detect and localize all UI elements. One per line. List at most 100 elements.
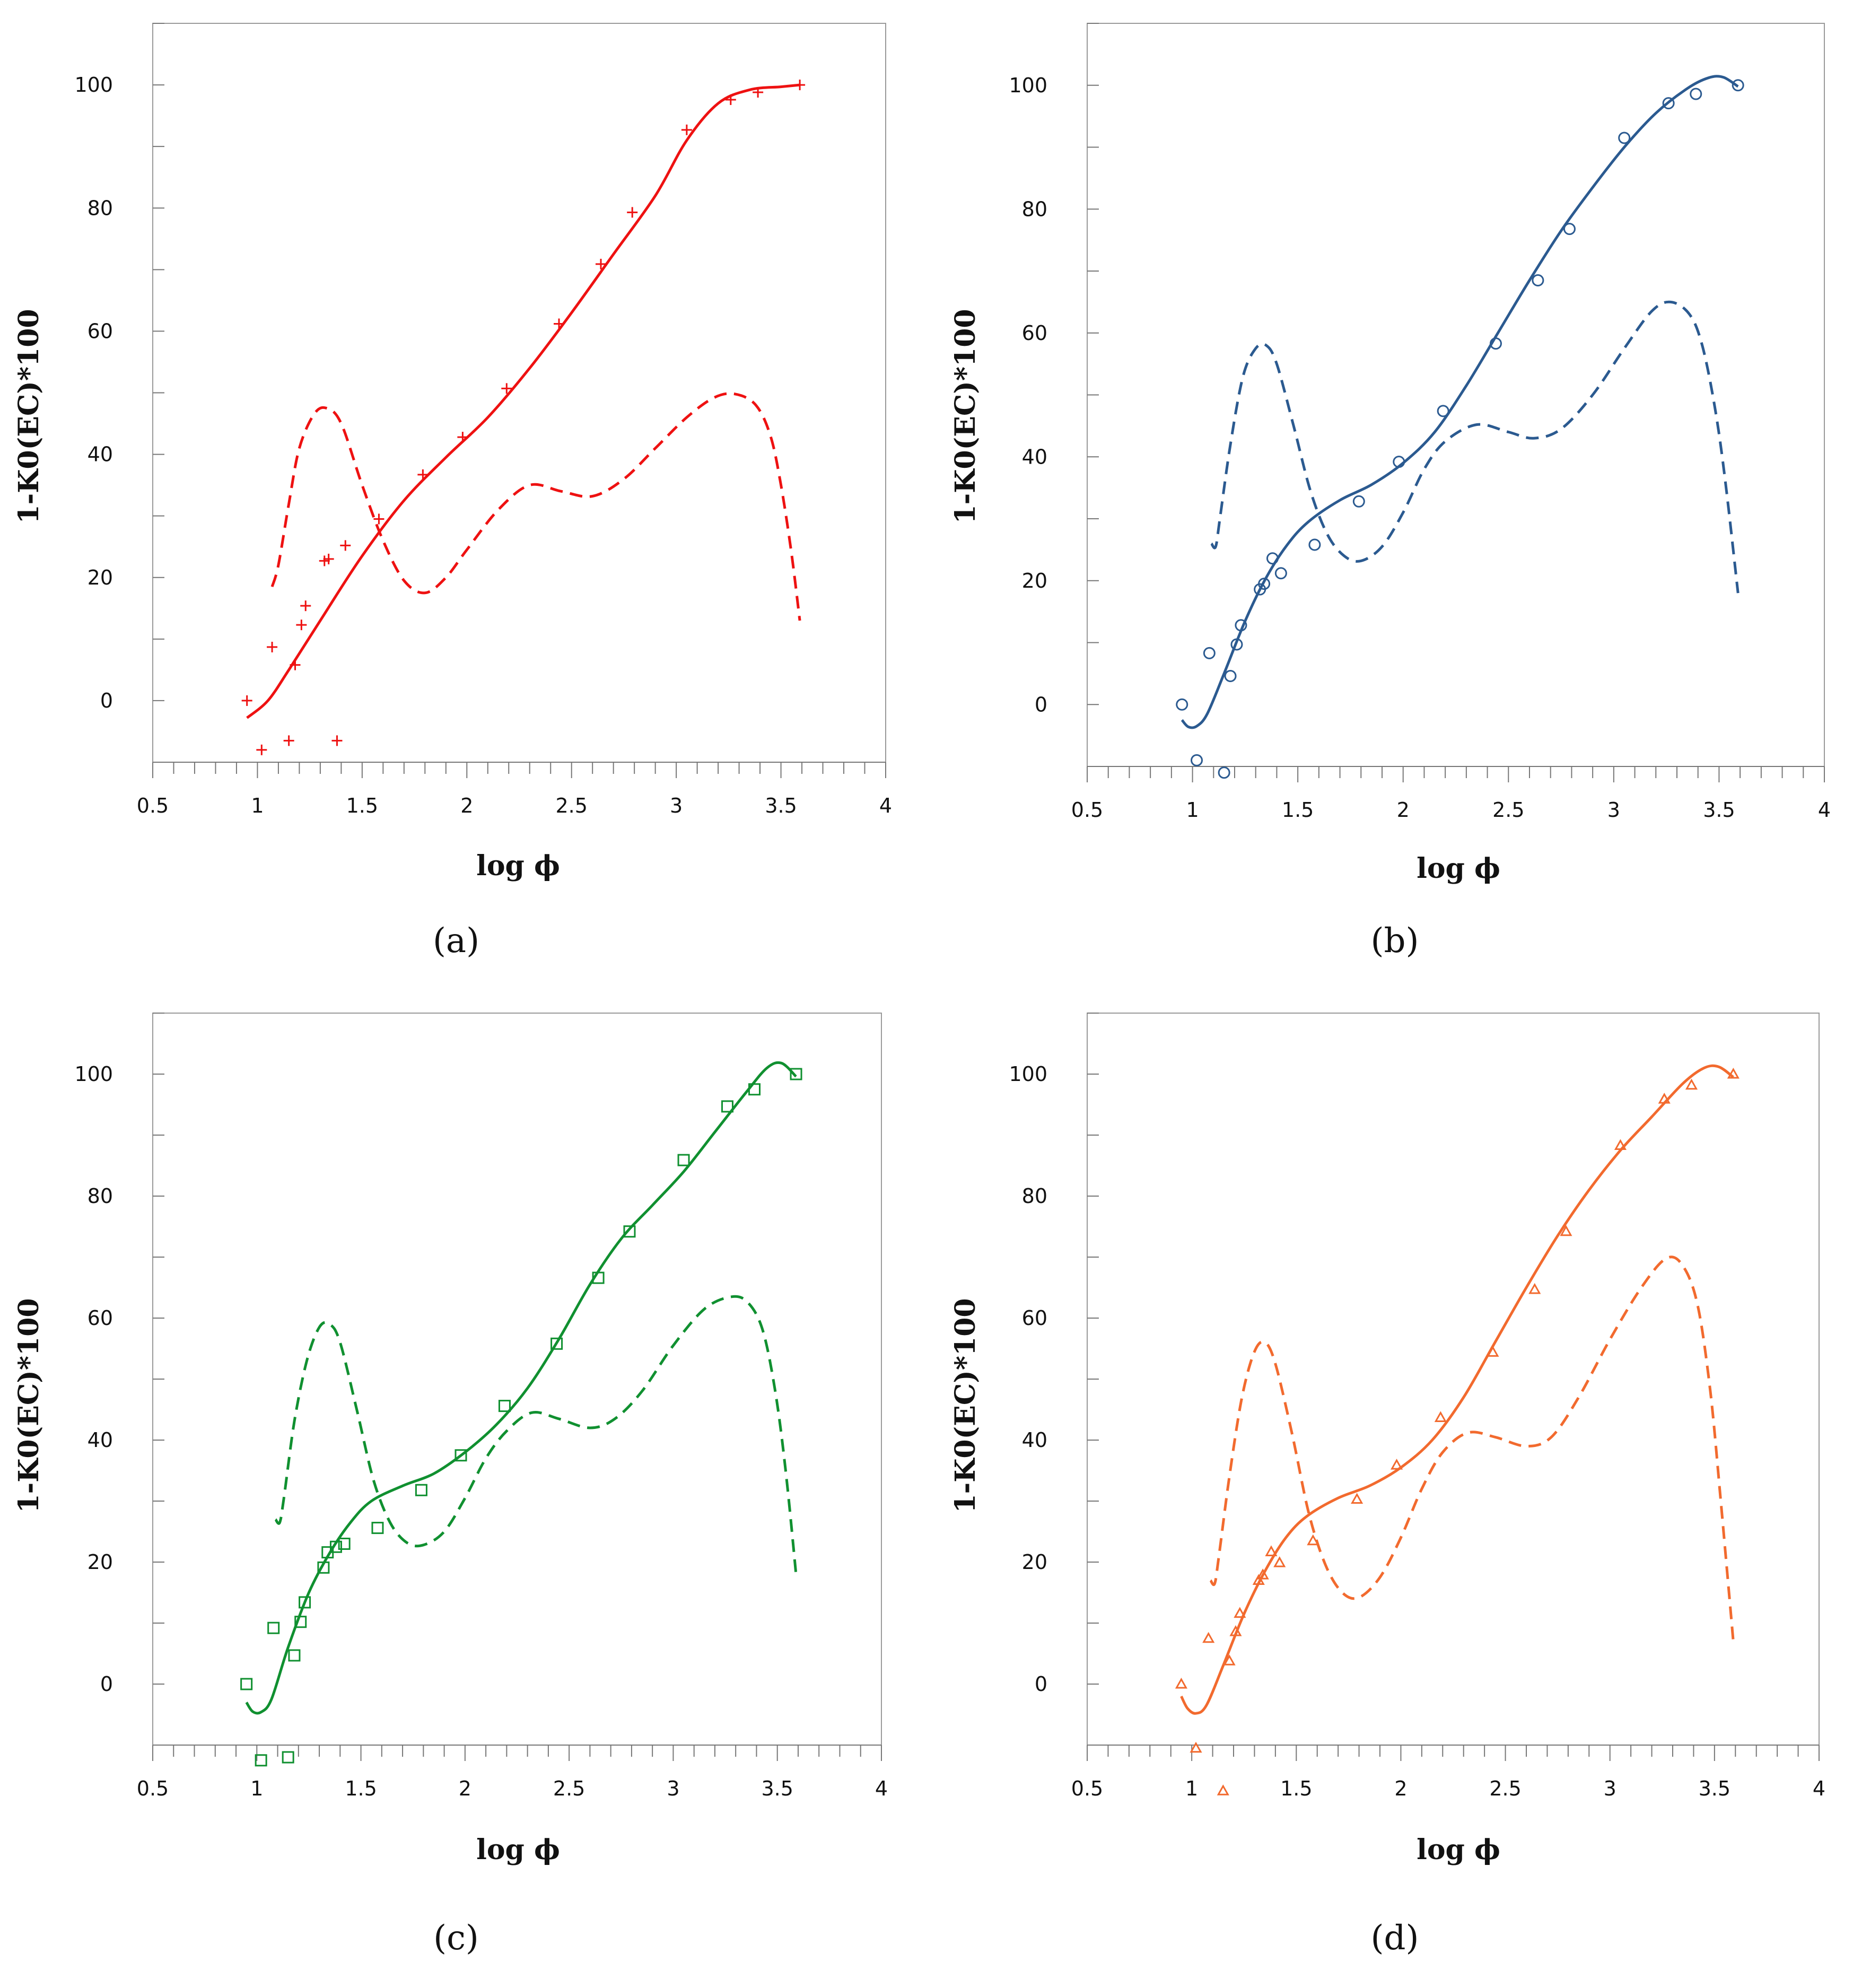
x-axis-title: log ϕ	[476, 850, 560, 882]
x-tick-label: 2	[1394, 1777, 1407, 1800]
data-point	[294, 1616, 307, 1628]
data-point	[1390, 1459, 1403, 1470]
data-point	[1273, 1556, 1286, 1567]
data-point	[1563, 223, 1576, 236]
data-point	[721, 1100, 733, 1113]
data-point	[371, 1522, 384, 1534]
x-tick-label: 0.5	[137, 794, 169, 817]
derivative-curve	[1209, 1255, 1735, 1642]
x-tick-label: 2	[459, 1777, 471, 1800]
data-point	[1727, 1067, 1740, 1079]
y-tick-label: 20	[88, 566, 113, 589]
y-tick-label: 60	[88, 1306, 113, 1330]
y-axis-title: 1-K0(EC)*100	[949, 1298, 982, 1513]
data-point	[1690, 88, 1702, 100]
data-point	[1175, 1677, 1187, 1689]
data-point	[1560, 1225, 1572, 1236]
data-point	[300, 600, 311, 612]
fit-curve	[245, 1061, 797, 1715]
chart-panel-b: 1-K0(EC)*100 log ϕ (b) 0.5 1 1.5 2 2.5 3 3.5 40…	[949, 23, 1831, 961]
data-point	[1235, 619, 1247, 632]
x-tick-label: 3.5	[1699, 1777, 1730, 1800]
data-point	[681, 124, 692, 135]
data-point	[1202, 1632, 1215, 1643]
y-tick-label: 40	[88, 443, 113, 466]
data-point	[1223, 1654, 1236, 1666]
data-point	[1618, 132, 1631, 144]
panel-label: (c)	[433, 1919, 479, 1958]
fit-curve	[1181, 75, 1739, 729]
data-point	[677, 1154, 690, 1166]
data-point	[1393, 456, 1405, 468]
data-point	[1217, 1784, 1229, 1795]
data-point	[501, 383, 512, 394]
y-tick-label: 40	[1022, 1428, 1047, 1452]
y-tick-label: 60	[1022, 321, 1047, 345]
data-point	[1266, 552, 1279, 565]
data-point	[1614, 1139, 1627, 1150]
x-tick-label: 0.5	[1071, 1777, 1103, 1800]
data-point	[623, 1225, 636, 1238]
x-tick-label: 1	[1185, 1777, 1198, 1800]
y-tick-label: 20	[88, 1550, 113, 1574]
data-point	[550, 1337, 563, 1350]
y-tick-label: 0	[100, 1672, 113, 1696]
plot-frame	[1087, 1013, 1820, 1746]
data-point	[1265, 1545, 1278, 1556]
x-tick-label: 0.5	[1071, 798, 1103, 822]
data-point	[794, 80, 806, 91]
panel-label: (b)	[1371, 921, 1419, 961]
data-point	[1230, 638, 1243, 651]
data-point	[1176, 698, 1188, 711]
data-point	[1191, 754, 1203, 766]
data-point	[255, 1754, 267, 1767]
data-point	[1256, 1568, 1269, 1580]
y-tick-label: 80	[1022, 1184, 1047, 1208]
x-axis-title: log ϕ	[1417, 1834, 1500, 1866]
derivative-curve	[270, 392, 801, 621]
chart-panel-d: 1-K0(EC)*100 log ϕ (d) 0.5 1 1.5 2 2.5 3 3.5 40…	[949, 1013, 1825, 1958]
derivative-curve	[274, 1295, 798, 1575]
y-axis-title: 1-K0(EC)*100	[13, 309, 45, 524]
y-tick-label: 40	[1022, 445, 1047, 468]
x-tick-label: 1	[251, 794, 264, 817]
data-point	[1274, 567, 1287, 580]
plot-frame	[152, 23, 886, 763]
data-point	[1434, 1411, 1447, 1422]
data-point	[417, 469, 429, 480]
y-axis-title: 1-K0(EC)*100	[13, 1298, 45, 1513]
panel-label: (a)	[433, 921, 479, 961]
derivative-curve	[1210, 300, 1740, 594]
data-point	[592, 1271, 605, 1284]
data-point	[267, 641, 278, 652]
data-point	[457, 432, 468, 443]
data-point	[1532, 274, 1544, 287]
x-tick-label: 1.5	[1282, 798, 1314, 822]
y-tick-label: 40	[88, 1428, 113, 1452]
data-point	[1218, 766, 1230, 779]
y-tick-label: 100	[1009, 74, 1047, 97]
data-point	[1252, 1574, 1265, 1585]
y-tick-label: 80	[88, 196, 113, 220]
data-point	[290, 659, 301, 670]
data-point	[299, 1596, 311, 1609]
y-tick-label: 0	[100, 689, 113, 712]
x-tick-label: 1	[250, 1777, 263, 1800]
data-point	[1685, 1078, 1698, 1090]
x-tick-label: 1.5	[345, 1777, 377, 1800]
data-point	[340, 540, 351, 551]
data-point	[323, 553, 334, 564]
x-tick-label: 4	[875, 1777, 888, 1800]
x-tick-label: 2.5	[553, 1777, 585, 1800]
x-tick-label: 3	[1604, 1777, 1616, 1800]
data-point	[241, 695, 252, 706]
x-tick-label: 3	[670, 794, 683, 817]
data-point	[1658, 1093, 1671, 1104]
x-tick-label: 3.5	[1703, 798, 1735, 822]
chart-panel-a: 1-K0(EC)*100 log ϕ (a) 0.5 1 1.5 2 2.5 3 3.5 40…	[13, 23, 892, 961]
data-point	[627, 207, 638, 218]
data-point	[317, 1561, 330, 1574]
data-point	[454, 1449, 467, 1462]
data-point	[1662, 97, 1675, 110]
y-tick-label: 0	[1035, 1672, 1047, 1696]
